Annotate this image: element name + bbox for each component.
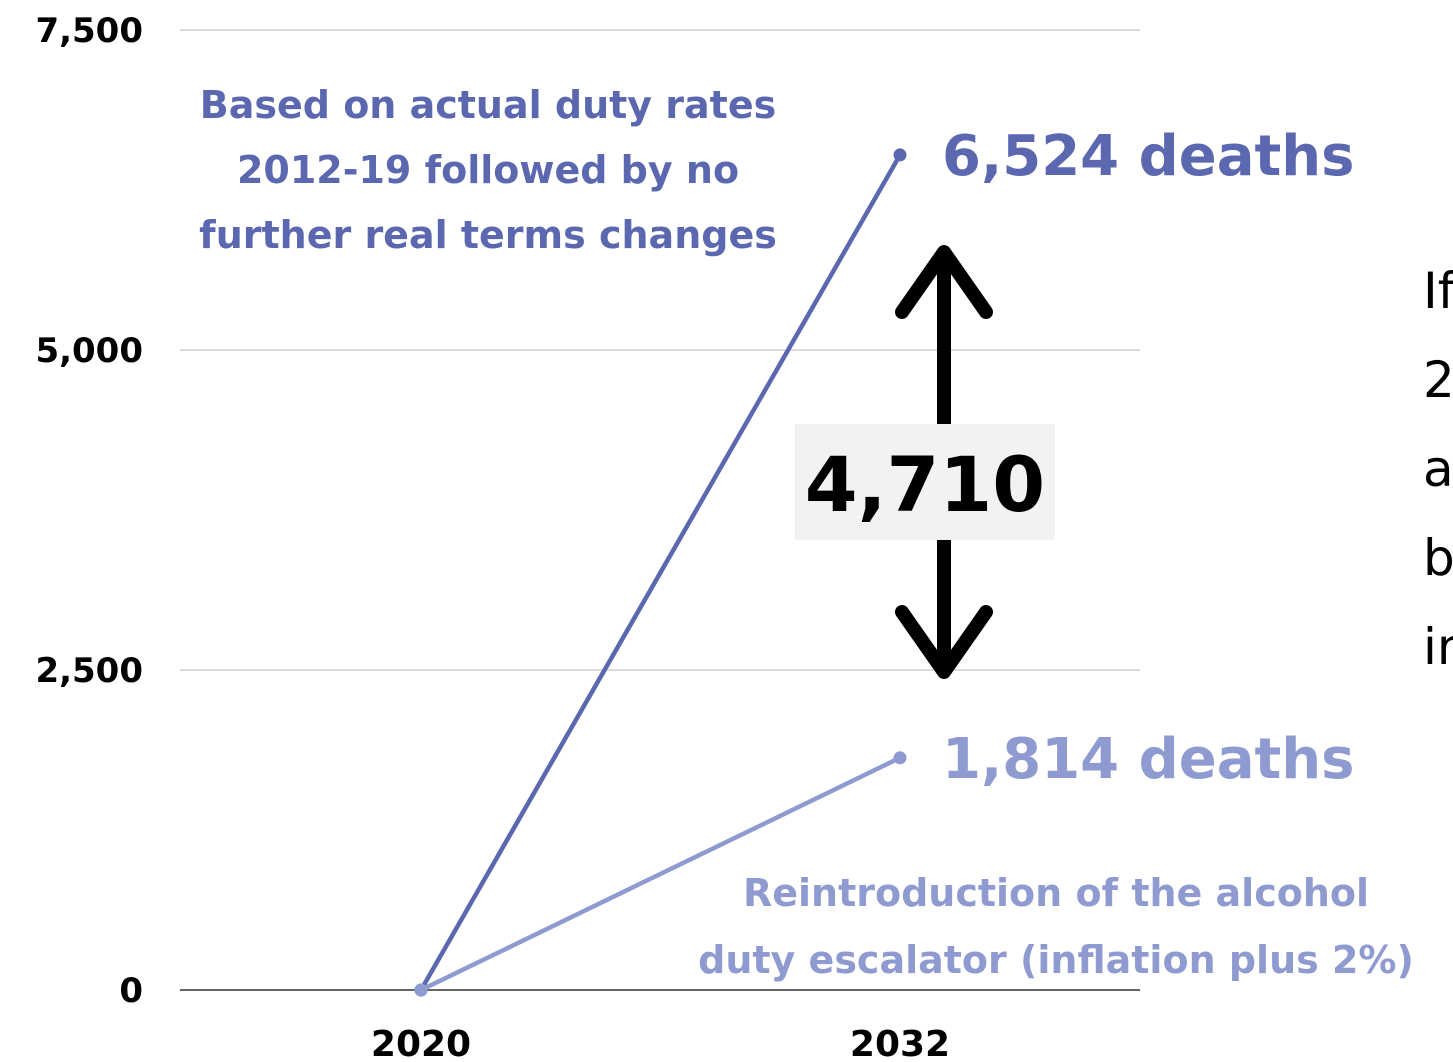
annotation-low-line: Reintroduction of the alcohol [743, 871, 1369, 915]
annotation-high-line: Based on actual duty rates [200, 83, 776, 127]
x-tick-label: 2020 [371, 1024, 471, 1062]
annotation-high-line: 2012-19 followed by no [237, 148, 739, 192]
series-line-low [418, 755, 903, 993]
difference-label: 4,710 [805, 440, 1045, 529]
side-text-line: 2 [1423, 351, 1453, 409]
y-tick-label: 5,000 [35, 331, 143, 371]
end-labels: 6,524 deaths 1,814 deaths [942, 124, 1354, 792]
y-tick-label: 2,500 [35, 651, 143, 691]
series-point-low [893, 751, 907, 765]
y-tick-label: 7,500 [35, 11, 143, 51]
series-group [414, 148, 907, 997]
series-point-high [893, 148, 907, 162]
annotation-high: Based on actual duty rates 2012-19 follo… [199, 83, 777, 257]
arrow-up-icon [895, 245, 993, 424]
y-axis-ticks: 0 2,500 5,000 7,500 [35, 11, 143, 1011]
end-label-low: 1,814 deaths [942, 727, 1354, 792]
side-text-line: in [1423, 618, 1453, 676]
series-line-high [418, 152, 903, 993]
y-tick-label: 0 [119, 971, 143, 1011]
annotation-high-line: further real terms changes [199, 213, 777, 257]
x-tick-label: 2032 [850, 1024, 950, 1062]
annotation-low: Reintroduction of the alcohol duty escal… [698, 871, 1414, 982]
arrow-down-icon [895, 540, 993, 679]
series-point-low [414, 983, 428, 997]
side-text-line: a [1423, 440, 1453, 498]
difference-box [795, 424, 1055, 540]
difference-indicator: 4,710 [795, 245, 1055, 679]
end-label-high: 6,524 deaths [942, 124, 1354, 189]
gridlines [180, 29, 1140, 991]
annotation-low-line: duty escalator (inflation plus 2%) [698, 938, 1414, 982]
side-text-clipped: If 2 a b in [1423, 262, 1453, 676]
side-text-line: b [1423, 529, 1453, 587]
side-text-line: If [1423, 262, 1453, 320]
x-axis-ticks: 2020 2032 [371, 1024, 950, 1062]
